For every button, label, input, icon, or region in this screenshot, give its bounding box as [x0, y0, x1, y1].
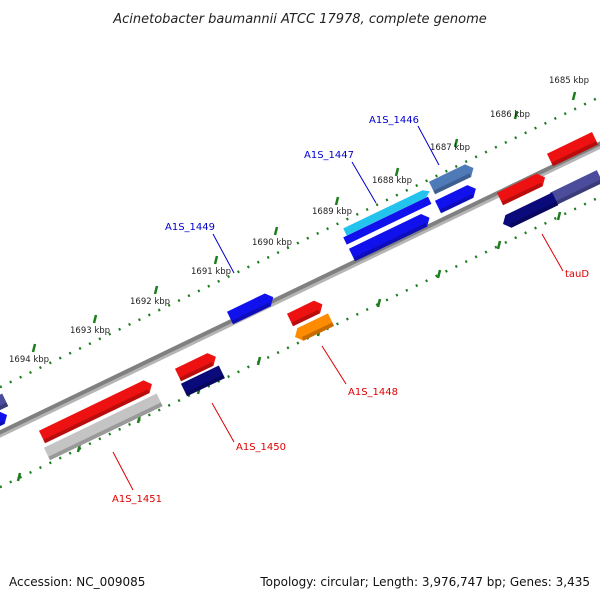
map-title: Acinetobacter baumannii ATCC 17978, comp…: [112, 12, 487, 27]
outer-scale-ruler: [0, 95, 600, 389]
gene-labels: A1S_1446 A1S_1447 A1S_1449 tauD A1S_1448…: [112, 115, 589, 505]
major-tick-inner: [436, 269, 442, 279]
label-callout-line: [211, 402, 235, 443]
label-callout-line: [351, 161, 377, 204]
label-callout-line: [417, 125, 440, 166]
major-tick-outer: [213, 255, 219, 265]
tick-label-1686: 1686 kbp: [490, 110, 530, 120]
scale-tick-labels: 1685 kbp 1686 kbp 1687 kbp 1688 kbp 1689…: [9, 76, 589, 365]
gene-label-a1s-1450[interactable]: A1S_1450: [236, 442, 286, 453]
major-tick-outer: [571, 91, 577, 101]
major-tick-outer: [453, 138, 459, 148]
accession-text: Accession: NC_009085: [9, 575, 145, 589]
major-tick-inner: [376, 298, 382, 308]
gene-feature-fwd-10[interactable]: [0, 393, 9, 419]
gene-feature-fwd-8[interactable]: [226, 291, 276, 325]
tick-label-1691: 1691 kbp: [191, 267, 231, 277]
tick-label-1685: 1685 kbp: [549, 76, 589, 86]
major-tick-outer: [273, 226, 279, 236]
major-tick-inner: [16, 472, 22, 482]
major-tick-outer: [153, 285, 159, 295]
gene-features: [0, 132, 600, 461]
major-tick-inner: [256, 356, 262, 366]
tick-label-1692: 1692 kbp: [130, 297, 170, 307]
gene-feature-rev-3[interactable]: [286, 298, 326, 327]
genome-backbone: [0, 141, 600, 435]
major-tick-outer: [394, 167, 400, 177]
major-ticks: [16, 91, 577, 482]
major-tick-outer: [31, 343, 37, 353]
tick-label-1690: 1690 kbp: [252, 238, 292, 248]
gene-feature-rev-6[interactable]: [180, 365, 225, 397]
genome-summary-text: Topology: circular; Length: 3,976,747 bp…: [259, 575, 590, 589]
scale-rulers: [0, 95, 600, 489]
major-tick-outer: [92, 314, 98, 324]
gene-feature-rev-8[interactable]: [43, 393, 163, 461]
gene-feature-rev-4[interactable]: [292, 313, 335, 343]
gene-feature-fwd-5[interactable]: [343, 196, 432, 245]
major-tick-inner: [496, 240, 502, 250]
gene-label-a1s-1447[interactable]: A1S_1447: [304, 150, 354, 161]
inner-scale-ruler: [0, 195, 600, 489]
gene-feature-rev-1[interactable]: [549, 170, 600, 206]
gene-feature-fwd-1[interactable]: [546, 132, 599, 167]
gene-feature-fwd-2[interactable]: [496, 171, 548, 206]
gene-label-a1s-1451[interactable]: A1S_1451: [112, 494, 162, 505]
tick-label-1688: 1688 kbp: [372, 176, 412, 186]
major-tick-outer: [513, 110, 519, 120]
gene-label-a1s-1448[interactable]: A1S_1448: [348, 387, 398, 398]
gene-feature-fwd-4[interactable]: [343, 188, 431, 236]
gene-feature-fwd-3[interactable]: [428, 162, 477, 195]
label-callout-line: [212, 233, 235, 274]
major-tick-inner: [556, 211, 562, 221]
gene-feature-rev-2[interactable]: [500, 192, 559, 231]
tick-label-1694: 1694 kbp: [9, 355, 49, 365]
gene-label-a1s-1449[interactable]: A1S_1449: [165, 222, 215, 233]
gene-feature-rev-7[interactable]: [38, 378, 155, 444]
gene-label-a1s-1446[interactable]: A1S_1446: [369, 115, 419, 126]
label-callout-line: [112, 451, 134, 491]
major-tick-outer: [334, 196, 340, 206]
tick-label-1687: 1687 kbp: [430, 143, 470, 153]
label-callout-line: [541, 233, 564, 272]
label-callouts: [112, 125, 564, 491]
gene-feature-fwd-7[interactable]: [348, 211, 433, 262]
gene-feature-rev-5[interactable]: [174, 350, 219, 382]
gene-label-taud[interactable]: tauD: [565, 269, 589, 280]
tick-label-1693: 1693 kbp: [70, 326, 110, 336]
tick-label-1689: 1689 kbp: [312, 207, 352, 217]
label-callout-line: [321, 345, 347, 385]
gene-feature-fwd-6[interactable]: [434, 182, 479, 214]
